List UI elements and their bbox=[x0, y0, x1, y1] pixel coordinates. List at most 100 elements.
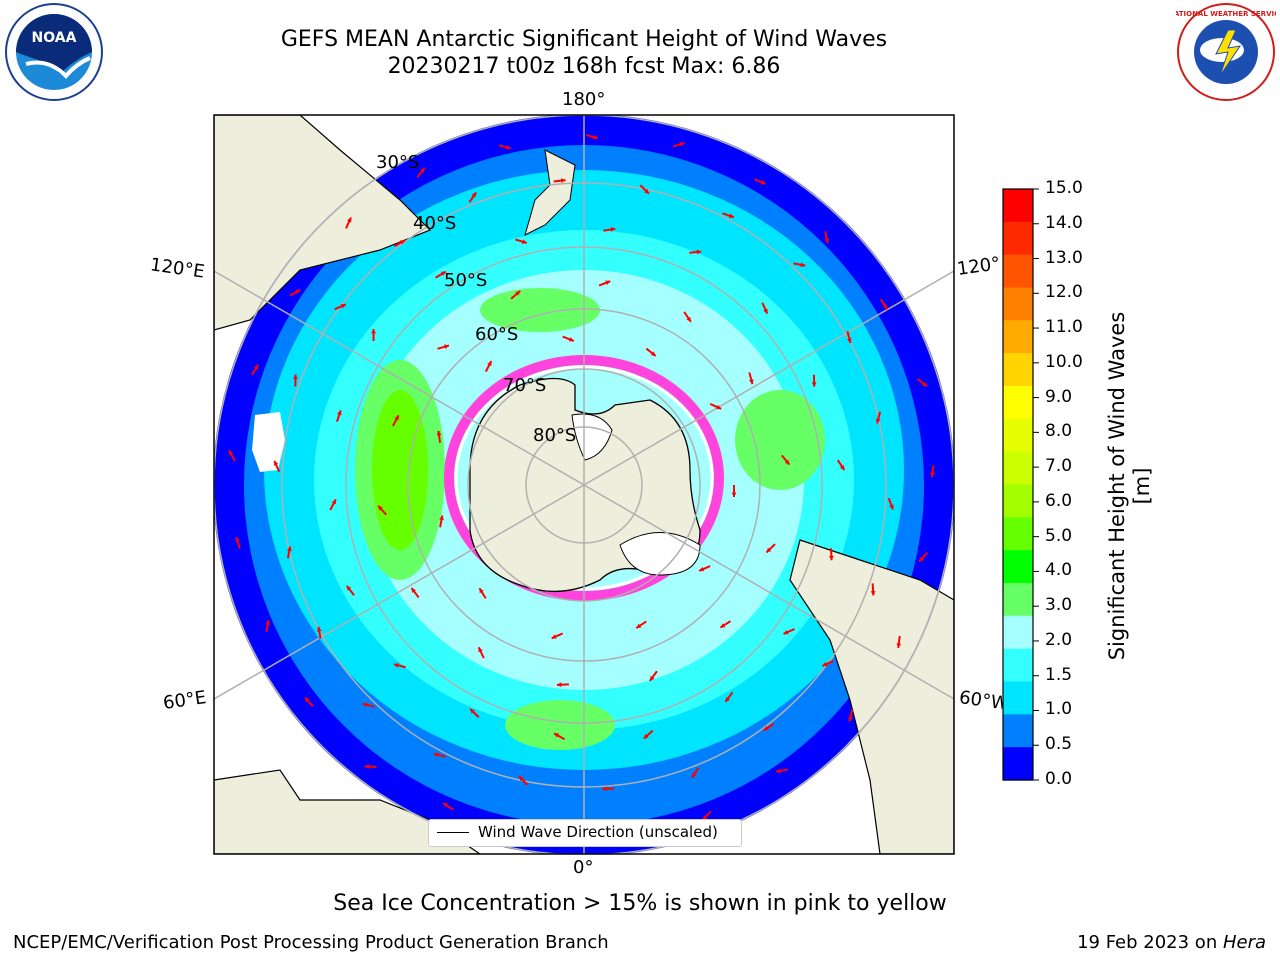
footer-date-text: 19 Feb 2023 on bbox=[1077, 932, 1223, 953]
colorbar-tick-label: 1.5 bbox=[1045, 664, 1073, 685]
wind-wave-arrow-head bbox=[518, 776, 524, 782]
colorbar-tick-label: 8.0 bbox=[1045, 421, 1073, 442]
colorbar-frame bbox=[1002, 188, 1034, 781]
wind-wave-arrow-head bbox=[443, 803, 449, 808]
wind-wave-arrow-head bbox=[487, 361, 492, 367]
wind-wave-arrow-head bbox=[293, 374, 298, 379]
wind-wave-arrow-head bbox=[265, 620, 271, 625]
colorbar-tick-label: 0.0 bbox=[1045, 769, 1073, 789]
wave-region-east bbox=[735, 390, 825, 490]
wave-max-core-west bbox=[372, 390, 428, 550]
lat-label-80s: 80°S bbox=[533, 425, 577, 446]
wind-wave-arrow-head bbox=[287, 546, 292, 552]
wind-wave-arrow-head bbox=[337, 410, 342, 416]
colorbar-tick-label: 9.0 bbox=[1045, 386, 1073, 407]
lat-label-70s: 70°S bbox=[503, 375, 547, 396]
wind-wave-arrow-head bbox=[649, 675, 655, 681]
wind-wave-arrow-head bbox=[822, 661, 828, 667]
colorbar-segment bbox=[1003, 287, 1033, 321]
lat-label-30s: 30°S bbox=[376, 152, 420, 173]
wind-wave-arrow-head bbox=[436, 430, 442, 436]
ice-patch-west bbox=[252, 412, 285, 472]
wind-wave-arrow-head bbox=[229, 450, 234, 456]
lon-label-180: 180° bbox=[562, 89, 606, 110]
colorbar-segment bbox=[1003, 221, 1033, 256]
new-zealand-land bbox=[524, 149, 576, 236]
wind-wave-arrow-head bbox=[478, 647, 483, 653]
colorbar-tick-label: 6.0 bbox=[1045, 490, 1073, 511]
meridian-60e-120w bbox=[214, 270, 954, 700]
wind-wave-arrow-head bbox=[399, 240, 405, 245]
colorbar-tick-label: 15.0 bbox=[1045, 178, 1083, 198]
wind-wave-arrow-head bbox=[560, 178, 566, 183]
wind-wave-arrow-head bbox=[763, 308, 768, 314]
wind-wave-arrow-head bbox=[304, 697, 310, 703]
colorbar-segment bbox=[1003, 386, 1033, 420]
lat-label-50s: 50°S bbox=[444, 270, 488, 291]
wind-wave-arrow-head bbox=[731, 492, 737, 497]
chart-subtitle: 20230217 t00z 168h fcst Max: 6.86 bbox=[387, 54, 781, 79]
wind-wave-arrow-head bbox=[636, 623, 642, 629]
wind-wave-arrow-head bbox=[362, 702, 368, 708]
chart-title: GEFS MEAN Antarctic Significant Height o… bbox=[280, 27, 888, 52]
colorbar-tick-label: 4.0 bbox=[1045, 560, 1073, 581]
colorbar-segment bbox=[1003, 648, 1033, 683]
wind-wave-arrow-head bbox=[847, 338, 852, 343]
wind-wave-arrow-head bbox=[870, 590, 876, 596]
wind-wave-arrow-head bbox=[253, 364, 259, 370]
lat-label-40s: 40°S bbox=[413, 213, 457, 234]
noaa-logo-text: NOAA bbox=[32, 30, 77, 46]
wind-wave-arrow-head bbox=[471, 192, 477, 198]
colorbar-tick-label: 14.0 bbox=[1045, 212, 1083, 233]
lon-label-0: 0° bbox=[573, 857, 594, 878]
wind-wave-arrow-head bbox=[749, 379, 754, 385]
footer-system: Hera bbox=[1222, 932, 1266, 953]
wind-wave-arrow-head bbox=[763, 726, 769, 731]
wind-wave-arrow-head bbox=[433, 752, 439, 758]
colorbar-tick-label: 11.0 bbox=[1045, 317, 1083, 338]
colorbar-segment bbox=[1003, 254, 1033, 289]
wind-wave-arrow-head bbox=[521, 239, 527, 244]
footer-credit: NCEP/EMC/Verification Post Processing Pr… bbox=[13, 932, 609, 953]
wind-wave-arrow-head bbox=[800, 262, 806, 268]
wind-wave-arrow-head bbox=[346, 585, 352, 591]
wind-wave-arrow-head bbox=[273, 460, 279, 466]
wind-wave-arrow-head bbox=[691, 772, 697, 778]
wind-wave-arrow-head bbox=[875, 418, 881, 424]
wind-wave-arrow-head bbox=[551, 634, 557, 639]
wind-wave-arrow-head bbox=[784, 459, 790, 465]
colorbar-tick-label: 12.0 bbox=[1045, 282, 1083, 303]
colorbar-segment bbox=[1003, 747, 1033, 781]
wind-wave-arrow-head bbox=[728, 213, 734, 219]
wind-wave-arrow-head bbox=[331, 499, 336, 505]
colorbar-tick-label: 2.0 bbox=[1045, 629, 1073, 650]
wind-wave-arrow-head bbox=[444, 344, 450, 350]
wind-wave-arrow-head bbox=[686, 316, 691, 322]
map-area bbox=[214, 115, 954, 854]
wind-wave-arrow-head bbox=[930, 472, 935, 478]
wind-wave-arrow-head bbox=[470, 708, 475, 714]
wind-wave-arrow-head bbox=[824, 238, 830, 244]
ross-sea-ice bbox=[571, 413, 613, 461]
colorbar bbox=[1003, 188, 1039, 781]
wind-wave-arrow-head bbox=[568, 337, 574, 342]
nws-logo-text: NATIONAL WEATHER SERVICE bbox=[1176, 10, 1276, 18]
wind-wave-arrow-head bbox=[716, 404, 722, 410]
colorbar-segment bbox=[1003, 418, 1033, 453]
wind-wave-arrow-head bbox=[556, 682, 562, 688]
wind-wave-arrow-head bbox=[882, 304, 888, 310]
colorbar-segment bbox=[1003, 583, 1033, 617]
colorbar-segment bbox=[1003, 681, 1033, 715]
colorbar-segment bbox=[1003, 550, 1033, 584]
wind-wave-arrow-head bbox=[592, 134, 598, 140]
wind-wave-arrow-head bbox=[679, 141, 685, 147]
wind-wave-arrow-head bbox=[610, 227, 616, 232]
legend-line-icon bbox=[437, 832, 469, 833]
lat-label-60s: 60°S bbox=[475, 324, 519, 345]
graticule bbox=[214, 115, 954, 854]
map-legend: Wind Wave Direction (unscaled) bbox=[428, 819, 742, 847]
wind-wave-arrow-head bbox=[602, 786, 607, 792]
wind-wave-direction-arrows bbox=[228, 134, 935, 839]
colorbar-tick-label: 0.5 bbox=[1045, 734, 1073, 755]
